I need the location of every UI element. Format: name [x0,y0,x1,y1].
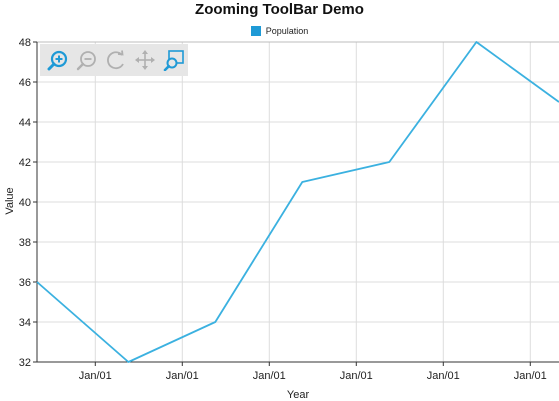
y-tick-label: 46 [19,77,31,89]
x-tick-label: Jan/01 [514,370,547,382]
selection-zoom-button[interactable] [160,47,187,74]
zoom-out-icon [76,51,96,71]
tick-labels: 32 34 36 38 40 42 44 46 48 Jan/01 Jan/01 Jan/01 Jan/… [19,37,547,382]
series-line-population[interactable] [36,41,559,363]
zoom-in-button[interactable] [44,47,71,74]
reset-icon [106,50,124,70]
y-tick-label: 48 [19,37,31,49]
x-tick-label: Jan/01 [427,370,460,382]
y-tick-label: 40 [19,197,31,209]
zoom-toolbar [40,44,188,76]
y-tick-label: 38 [19,237,31,249]
x-tick-label: Jan/01 [166,370,199,382]
chart-title: Zooming ToolBar Demo [195,1,364,18]
pan-button[interactable] [131,47,158,74]
x-tick-label: Jan/01 [340,370,373,382]
y-axis-title: Value [4,187,16,214]
x-tick-label: Jan/01 [79,370,112,382]
x-tick-label: Jan/01 [253,370,286,382]
y-tick-label: 36 [19,277,31,289]
series-layer [35,40,559,364]
data-point[interactable] [35,280,39,284]
legend-swatch [250,26,261,36]
reset-button[interactable] [102,47,129,74]
pan-icon [134,50,155,70]
zoom-in-icon [47,50,67,71]
zoom-out-button[interactable] [73,47,100,74]
grid-lines [37,41,559,363]
data-point[interactable] [126,360,130,364]
y-tick-label: 42 [19,157,31,169]
data-point[interactable] [474,40,478,44]
legend[interactable]: Population [0,26,559,36]
data-point[interactable] [387,160,391,164]
selection-zoom-icon [163,50,184,71]
data-point[interactable] [213,320,217,324]
legend-label: Population [265,26,309,36]
y-tick-label: 44 [19,117,31,129]
y-tick-label: 34 [19,317,31,329]
x-axis-title: Year [287,389,310,401]
y-tick-label: 32 [19,357,31,369]
axes [33,41,559,366]
data-point[interactable] [300,180,304,184]
